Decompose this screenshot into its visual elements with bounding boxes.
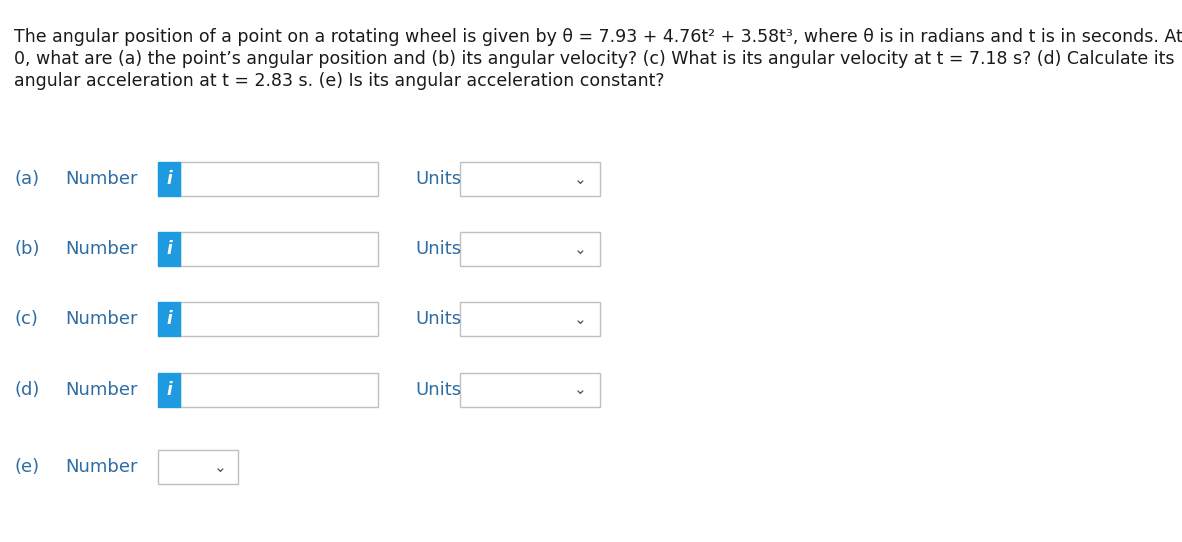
Text: ⌄: ⌄ bbox=[214, 460, 227, 474]
Bar bbox=[180, 373, 378, 407]
Text: The angular position of a point on a rotating wheel is given by θ = 7.93 + 4.76t: The angular position of a point on a rot… bbox=[14, 28, 1182, 46]
Text: Number: Number bbox=[65, 381, 137, 399]
Bar bbox=[158, 162, 180, 196]
Text: Units: Units bbox=[415, 170, 461, 188]
Text: Units: Units bbox=[415, 240, 461, 258]
Text: (c): (c) bbox=[14, 310, 38, 328]
Text: 0, what are (a) the point’s angular position and (b) its angular velocity? (c) W: 0, what are (a) the point’s angular posi… bbox=[14, 50, 1175, 68]
Text: ⌄: ⌄ bbox=[573, 383, 586, 397]
Text: i: i bbox=[167, 310, 171, 328]
Text: ⌄: ⌄ bbox=[573, 242, 586, 256]
Bar bbox=[460, 302, 600, 336]
Bar bbox=[180, 232, 378, 266]
Text: i: i bbox=[167, 381, 171, 399]
Text: Number: Number bbox=[65, 170, 137, 188]
Text: i: i bbox=[167, 240, 171, 258]
Text: (d): (d) bbox=[14, 381, 39, 399]
Text: Number: Number bbox=[65, 240, 137, 258]
Text: i: i bbox=[167, 170, 171, 188]
Text: angular acceleration at t = 2.83 s. (e) Is its angular acceleration constant?: angular acceleration at t = 2.83 s. (e) … bbox=[14, 72, 664, 90]
Text: Units: Units bbox=[415, 381, 461, 399]
Bar bbox=[180, 162, 378, 196]
Text: Number: Number bbox=[65, 310, 137, 328]
Text: (a): (a) bbox=[14, 170, 39, 188]
Bar bbox=[158, 232, 180, 266]
Text: Number: Number bbox=[65, 458, 137, 476]
Bar bbox=[460, 373, 600, 407]
Bar bbox=[158, 450, 238, 484]
Bar bbox=[460, 232, 600, 266]
Text: ⌄: ⌄ bbox=[573, 171, 586, 186]
Bar bbox=[180, 302, 378, 336]
Bar bbox=[158, 373, 180, 407]
Text: ⌄: ⌄ bbox=[573, 312, 586, 326]
Text: (b): (b) bbox=[14, 240, 39, 258]
Bar bbox=[460, 162, 600, 196]
Text: (e): (e) bbox=[14, 458, 39, 476]
Bar bbox=[158, 302, 180, 336]
Text: Units: Units bbox=[415, 310, 461, 328]
